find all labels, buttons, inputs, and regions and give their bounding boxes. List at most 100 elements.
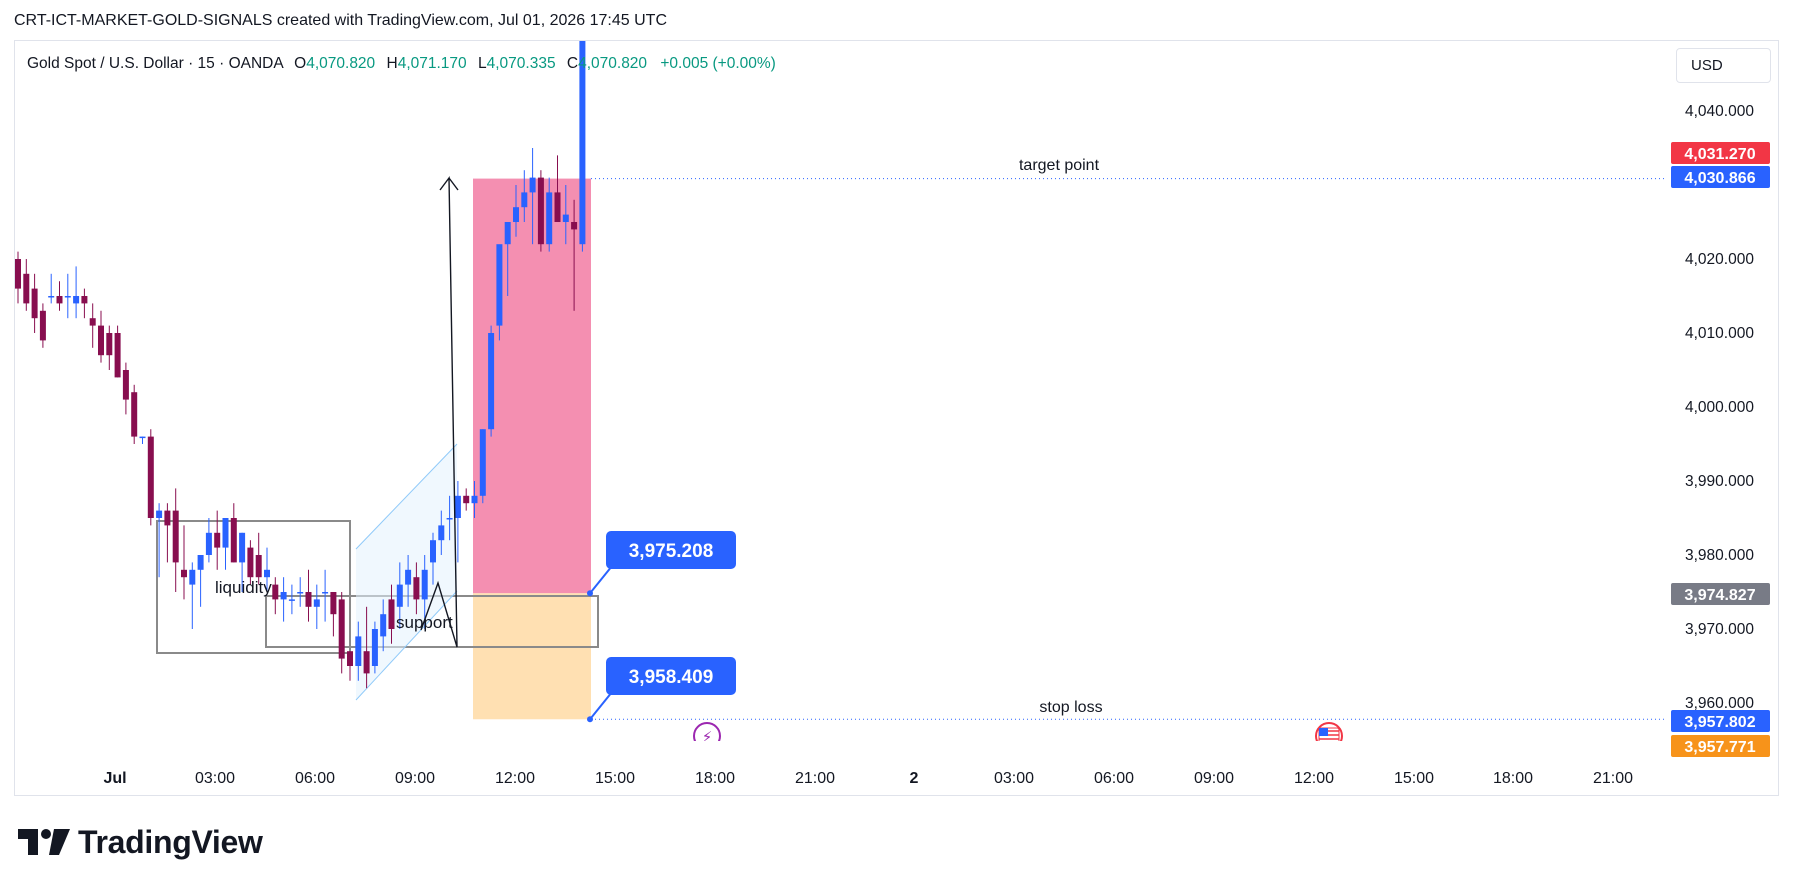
candle-body	[280, 592, 287, 600]
price-tag	[1671, 583, 1770, 605]
candle-body	[147, 436, 154, 518]
price-tag	[1671, 735, 1770, 757]
candle-body	[247, 547, 254, 578]
candle-body	[15, 259, 21, 289]
x-axis-tick-label: 15:00	[1394, 770, 1434, 787]
candle-body	[446, 518, 453, 520]
symbol-name[interactable]: Gold Spot / U.S. Dollar · 15 · OANDA	[27, 55, 283, 72]
candle-body	[338, 599, 345, 659]
candle-body	[496, 244, 503, 326]
x-axis-tick-label: 21:00	[795, 770, 835, 787]
liquidity-label: liquidity	[215, 578, 272, 597]
target-point-label: target point	[1019, 157, 1100, 174]
candle-body	[164, 510, 171, 526]
x-axis-tick-label: 09:00	[395, 770, 435, 787]
ohlc-high-value: 4,071.170	[397, 55, 467, 72]
candle-body	[513, 207, 519, 222]
candle-body	[546, 192, 553, 245]
ohlc-close-value: 4,070.820	[578, 55, 648, 72]
ohlc-open-value: 4,070.820	[306, 55, 376, 72]
stop-loss-label: stop loss	[1039, 699, 1102, 716]
currency-selector[interactable]: USD	[1676, 48, 1771, 83]
candle-body	[562, 214, 569, 222]
candle-body	[39, 310, 46, 341]
x-axis-tick-label: 21:00	[1593, 770, 1633, 787]
entry-price-callout-pointer	[589, 565, 613, 594]
price-tag-text: 3,957.771	[1684, 739, 1755, 756]
y-axis-tick-label: 4,020.000	[1685, 251, 1754, 268]
price-tag	[1671, 142, 1770, 164]
y-axis-tick-label: 3,970.000	[1685, 621, 1754, 638]
tradingview-logo[interactable]: TradingView	[18, 822, 263, 862]
y-axis-tick-label: 4,040.000	[1685, 103, 1754, 120]
tradingview-logo-icon	[18, 829, 70, 855]
x-axis-tick-label: 12:00	[1294, 770, 1334, 787]
candle-body	[438, 525, 445, 541]
candle-body	[139, 436, 146, 439]
entry-price-callout-dot	[587, 590, 593, 597]
candle-body	[73, 296, 80, 304]
candle-body	[106, 333, 113, 356]
x-axis-tick-label: 18:00	[1493, 770, 1533, 787]
candle-body	[396, 584, 403, 607]
candle-body	[529, 177, 536, 193]
x-axis-tick-label: 06:00	[1094, 770, 1134, 787]
candle-body	[122, 370, 129, 400]
entry-price-callout-text: 3,975.208	[629, 541, 714, 562]
channel-bottom-line	[355, 590, 458, 701]
candle-body	[388, 599, 395, 629]
projection-path	[420, 175, 458, 648]
x-axis-tick-label: 06:00	[295, 770, 335, 787]
candle-body	[371, 629, 378, 666]
ohlc-high-label: H	[386, 55, 398, 72]
candle-body	[405, 569, 412, 585]
tradingview-logo-text: TradingView	[78, 823, 263, 860]
y-axis-tick-label: 3,980.000	[1685, 547, 1754, 564]
candle-body	[131, 392, 138, 437]
candle-body	[554, 192, 561, 222]
ohlc-low-value: 4,070.335	[486, 55, 556, 72]
price-tag-text: 4,031.270	[1684, 146, 1755, 163]
economic-event-icon	[693, 722, 721, 741]
candle-body	[504, 222, 511, 245]
candle-body	[181, 569, 187, 578]
candle-body	[413, 577, 420, 600]
candle-body	[56, 296, 63, 304]
price-change: +0.005 (+0.00%)	[660, 55, 776, 72]
x-axis-tick-label: 2	[910, 770, 919, 787]
support-label: support	[396, 613, 453, 632]
channel-top-line	[355, 443, 458, 550]
liquidity-box	[156, 520, 351, 654]
x-axis-tick-label: 12:00	[495, 770, 535, 787]
candle-body	[31, 288, 38, 319]
price-tag-text: 3,974.827	[1684, 587, 1755, 604]
x-axis-tick-label: 03:00	[994, 770, 1034, 787]
x-axis-tick-label: 03:00	[195, 770, 235, 787]
candle-body	[537, 177, 544, 245]
candle-body	[421, 569, 428, 600]
y-axis-tick-label: 4,010.000	[1685, 325, 1754, 342]
candle-body	[23, 273, 30, 304]
candle-body	[521, 192, 528, 208]
candle-body	[355, 636, 362, 666]
candle-body	[488, 333, 495, 430]
chart-frame	[14, 40, 1779, 796]
candle-body	[313, 599, 320, 607]
candle-body	[214, 532, 221, 548]
candle-body	[197, 555, 204, 570]
candle-body	[305, 592, 312, 607]
candle-body	[81, 296, 88, 304]
y-axis-tick-label: 3,990.000	[1685, 473, 1754, 490]
candle-body	[430, 540, 436, 563]
x-axis-tick-label: Jul	[103, 770, 126, 787]
stop-zone	[473, 593, 591, 720]
candle-body	[114, 333, 121, 378]
stop-price-callout-text: 3,958.409	[629, 667, 714, 688]
candle-body	[89, 318, 96, 326]
candle-body	[230, 518, 237, 563]
candle-body	[330, 592, 337, 615]
symbol-legend: Gold Spot / U.S. Dollar · 15 · OANDA O4,…	[27, 55, 776, 73]
stop-price-callout-box	[606, 657, 736, 695]
x-axis-tick-label: 15:00	[595, 770, 635, 787]
